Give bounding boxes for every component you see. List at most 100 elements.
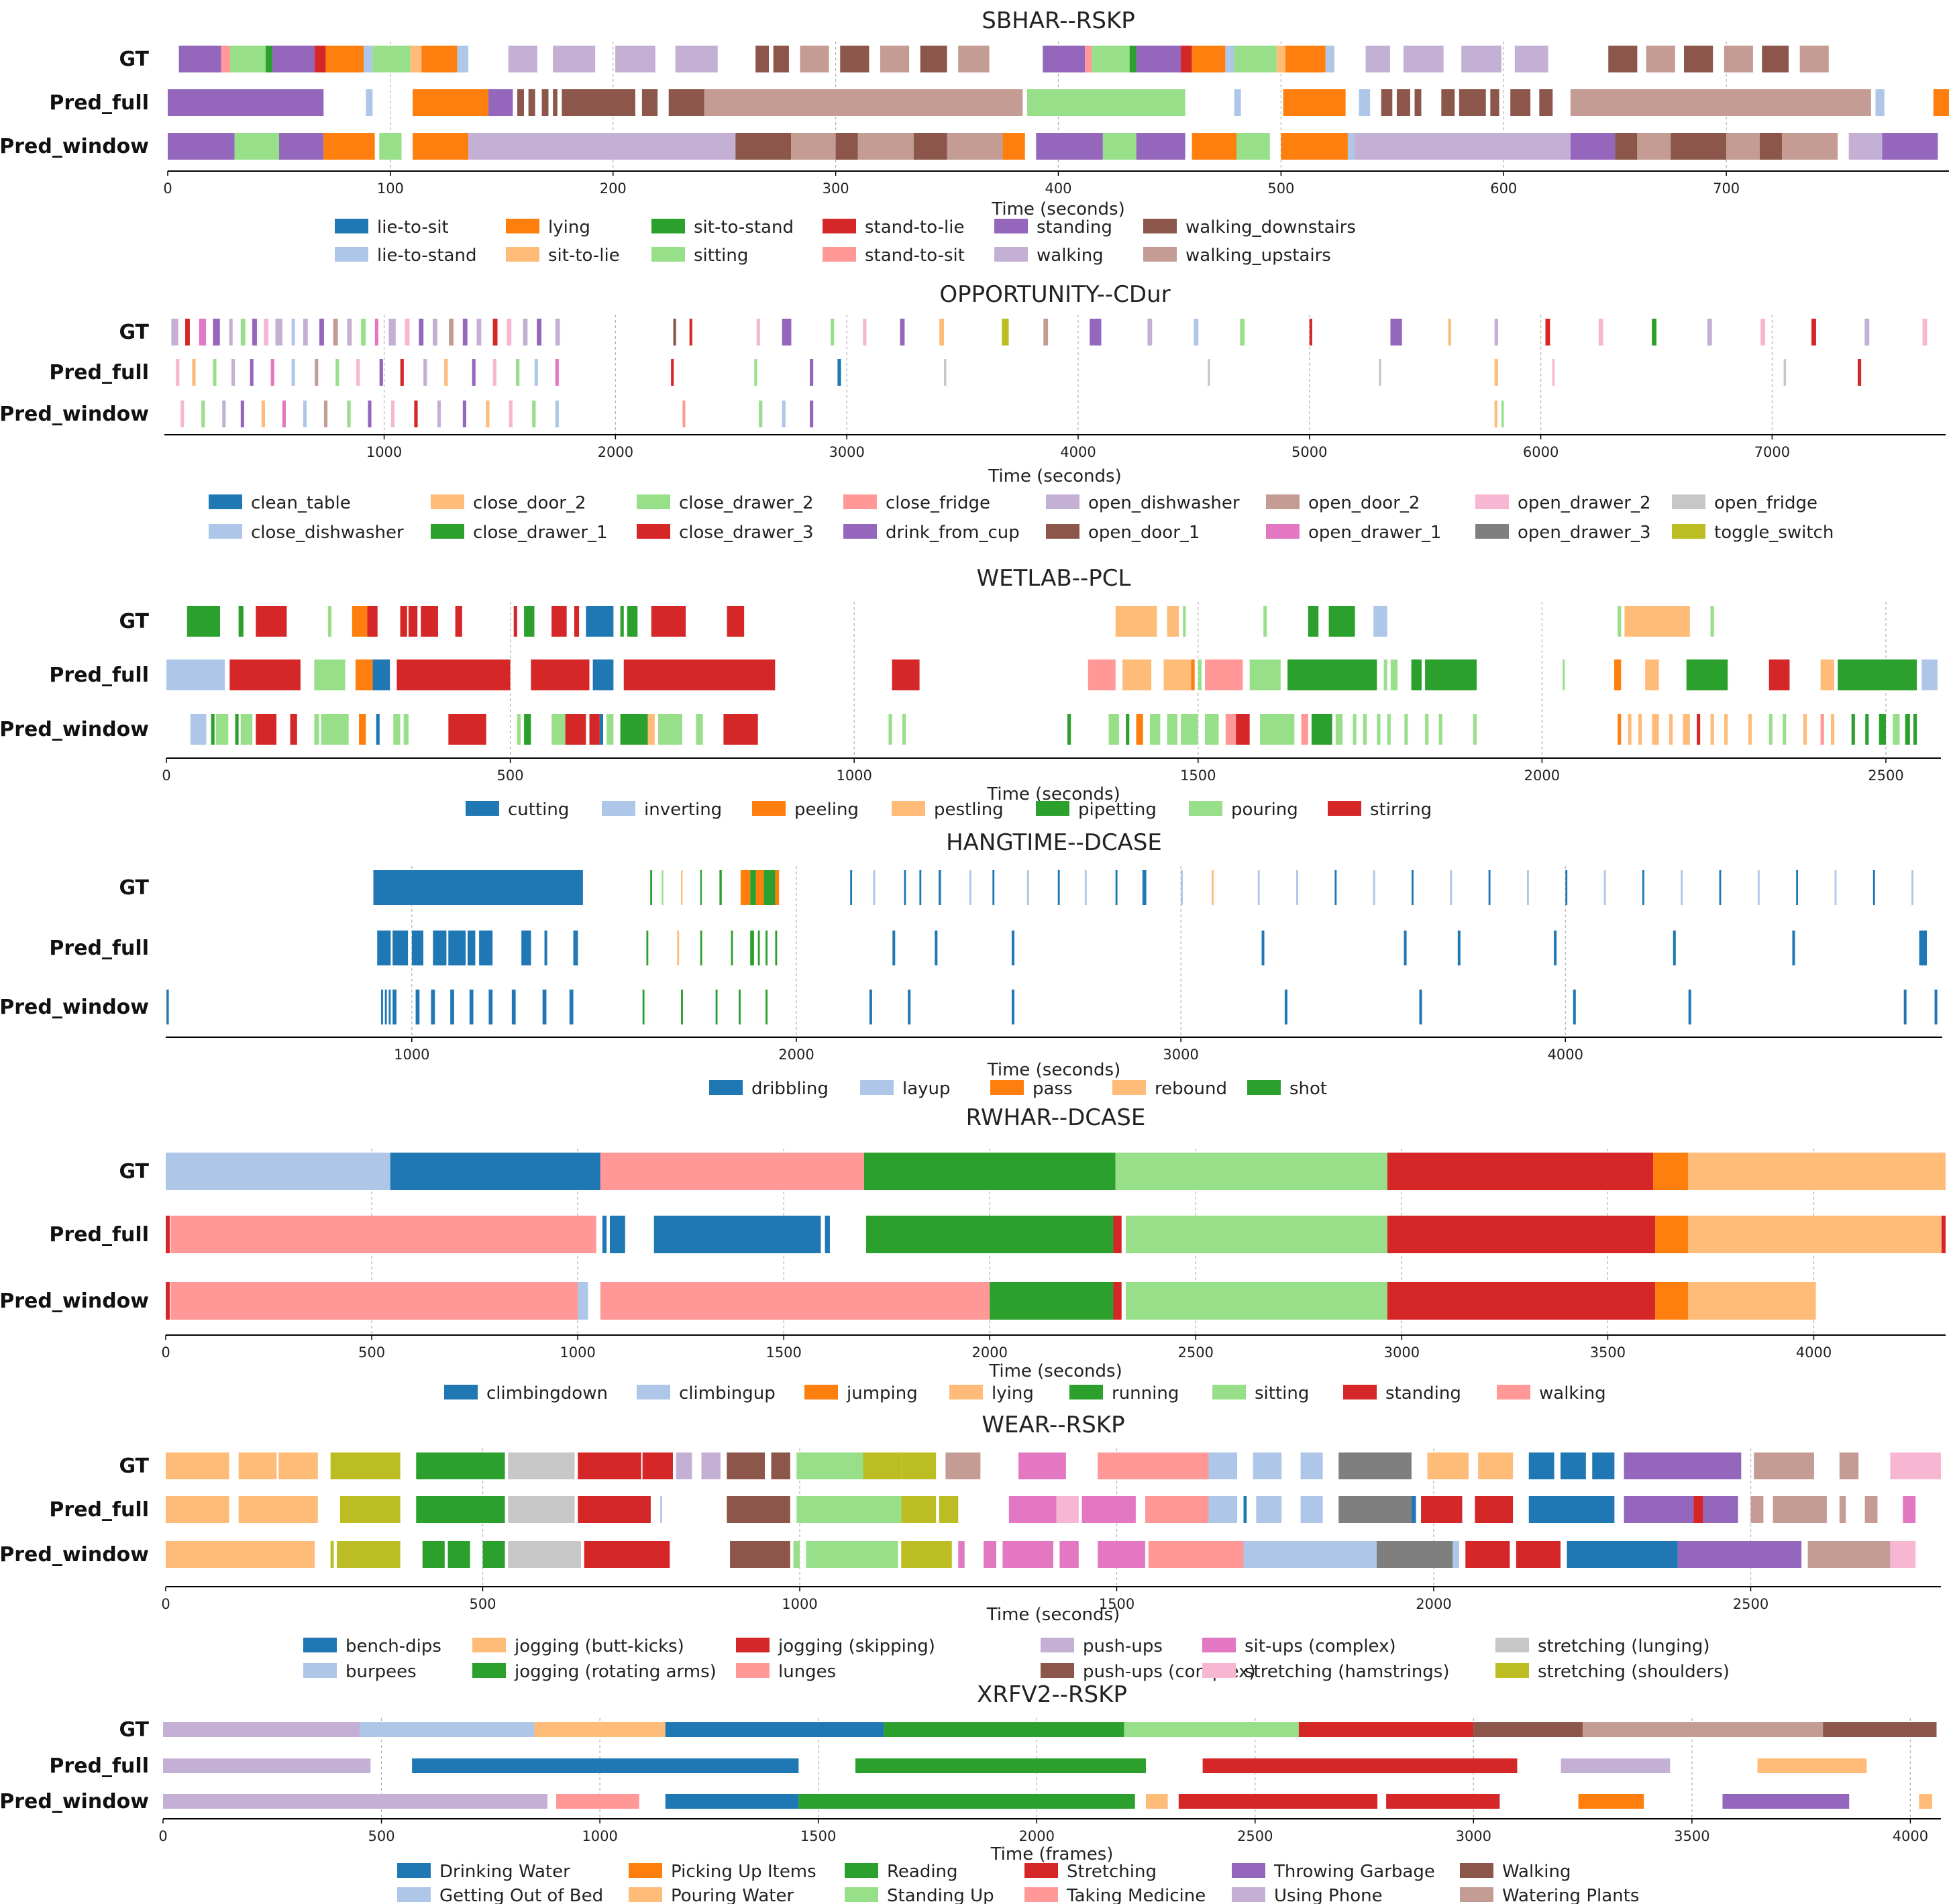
x-tick-label: 700: [1713, 180, 1740, 197]
segment-bar: [256, 714, 277, 745]
segment-bar: [723, 714, 758, 745]
segment-bar: [1043, 319, 1049, 346]
x-tick-label: 400: [1045, 180, 1071, 197]
segment-bar: [1283, 89, 1346, 116]
segment-bar: [176, 359, 180, 386]
segment-bar: [517, 714, 521, 745]
segment-bar: [677, 931, 680, 965]
segment-bar: [1769, 714, 1773, 745]
chart-title: WEAR--RSKP: [982, 1412, 1124, 1438]
segment-bar: [1759, 133, 1783, 160]
x-tick-label: 1000: [782, 1596, 817, 1612]
segment-bar: [1799, 46, 1829, 72]
legend-swatch: [506, 247, 539, 262]
segment-bar: [1011, 990, 1014, 1024]
x-tick-label: 500: [1267, 180, 1294, 197]
segment-bar: [1113, 1216, 1122, 1253]
segment-bar: [507, 319, 512, 346]
x-tick-label: 500: [358, 1344, 385, 1361]
segment-bar: [1514, 46, 1548, 72]
segment-bar: [791, 133, 836, 160]
segment-bar: [1092, 46, 1130, 72]
segment-bar: [1377, 714, 1381, 745]
segment-bar: [462, 401, 466, 427]
segment-bar: [1067, 714, 1071, 745]
segment-bar: [1688, 1216, 1942, 1253]
legend-swatch: [1672, 524, 1705, 539]
segment-bar: [958, 46, 990, 72]
segment-bar: [1147, 319, 1153, 346]
legend-swatch: [637, 494, 670, 509]
legend-label: walking_downstairs: [1185, 217, 1356, 237]
segment-bar: [1167, 606, 1179, 637]
segment-bar: [1129, 46, 1137, 72]
legend-label: cutting: [508, 800, 569, 820]
legend-swatch: [397, 1863, 431, 1878]
segment-bar: [701, 1452, 721, 1479]
x-tick-label: 1500: [766, 1344, 801, 1361]
segment-bar: [810, 359, 814, 386]
legend-swatch: [1232, 1863, 1265, 1878]
legend-swatch: [1475, 524, 1509, 539]
segment-bar: [339, 1496, 401, 1523]
segment-bar: [1903, 1496, 1916, 1523]
segment-bar: [240, 319, 246, 346]
segment-bar: [528, 89, 535, 116]
segment-bar: [1419, 990, 1422, 1024]
segment-bar: [1298, 1722, 1474, 1737]
legend-swatch: [209, 494, 242, 509]
segment-bar: [1839, 1452, 1859, 1479]
segment-bar: [323, 401, 328, 427]
segment-bar: [1603, 870, 1606, 905]
legend-label: Watering Plants: [1502, 1886, 1639, 1904]
segment-bar: [1240, 319, 1245, 346]
segment-bar: [215, 714, 229, 745]
segment-bar: [476, 319, 482, 346]
segment-bar: [573, 931, 578, 965]
segment-bar: [1145, 1496, 1209, 1523]
segment-bar: [1125, 1282, 1387, 1320]
segment-bar: [1338, 1452, 1412, 1479]
segment-bar: [1311, 714, 1332, 745]
segment-bar: [413, 133, 469, 160]
segment-bar: [1615, 133, 1638, 160]
segment-bar: [665, 1722, 884, 1737]
segment-bar: [1754, 1452, 1814, 1479]
chart-title: HANGTIME--DCASE: [946, 829, 1162, 856]
segment-bar: [945, 1452, 981, 1479]
chart-title: XRFV2--RSKP: [977, 1681, 1127, 1708]
segment-bar: [696, 714, 703, 745]
segment-bar: [1618, 606, 1622, 637]
segment-bar: [1002, 133, 1025, 160]
segment-bar: [315, 359, 319, 386]
segment-bar: [492, 319, 498, 346]
segment-bar: [1750, 1496, 1764, 1523]
segment-bar: [992, 870, 995, 905]
segment-bar: [855, 1758, 1146, 1773]
segment-bar: [1911, 870, 1914, 905]
segment-bar: [412, 1758, 799, 1773]
segment-bar: [359, 714, 366, 745]
segment-bar: [1425, 659, 1477, 690]
legend-label: Taking Medicine: [1066, 1886, 1206, 1904]
segment-bar: [1554, 931, 1557, 965]
x-tick-label: 4000: [1796, 1344, 1832, 1361]
legend-swatch: [736, 1638, 770, 1652]
segment-bar: [315, 46, 326, 72]
segment-bar: [229, 659, 301, 690]
x-tick-label: 2000: [1018, 1828, 1054, 1844]
segment-bar: [1934, 990, 1938, 1024]
segment-bar: [534, 359, 538, 386]
segment-bar: [416, 1496, 505, 1523]
segment-bar: [171, 319, 178, 346]
segment-bar: [1125, 1216, 1387, 1253]
x-tick-label: 2000: [1416, 1596, 1451, 1612]
segment-bar: [1857, 359, 1862, 386]
segment-bar: [163, 1722, 360, 1737]
legend-swatch: [892, 801, 925, 816]
segment-bar: [1823, 1722, 1937, 1737]
segment-bar: [472, 359, 476, 386]
legend-label: open_drawer_3: [1518, 523, 1651, 543]
segment-bar: [1150, 714, 1161, 745]
legend-label: climbingdown: [486, 1383, 608, 1404]
